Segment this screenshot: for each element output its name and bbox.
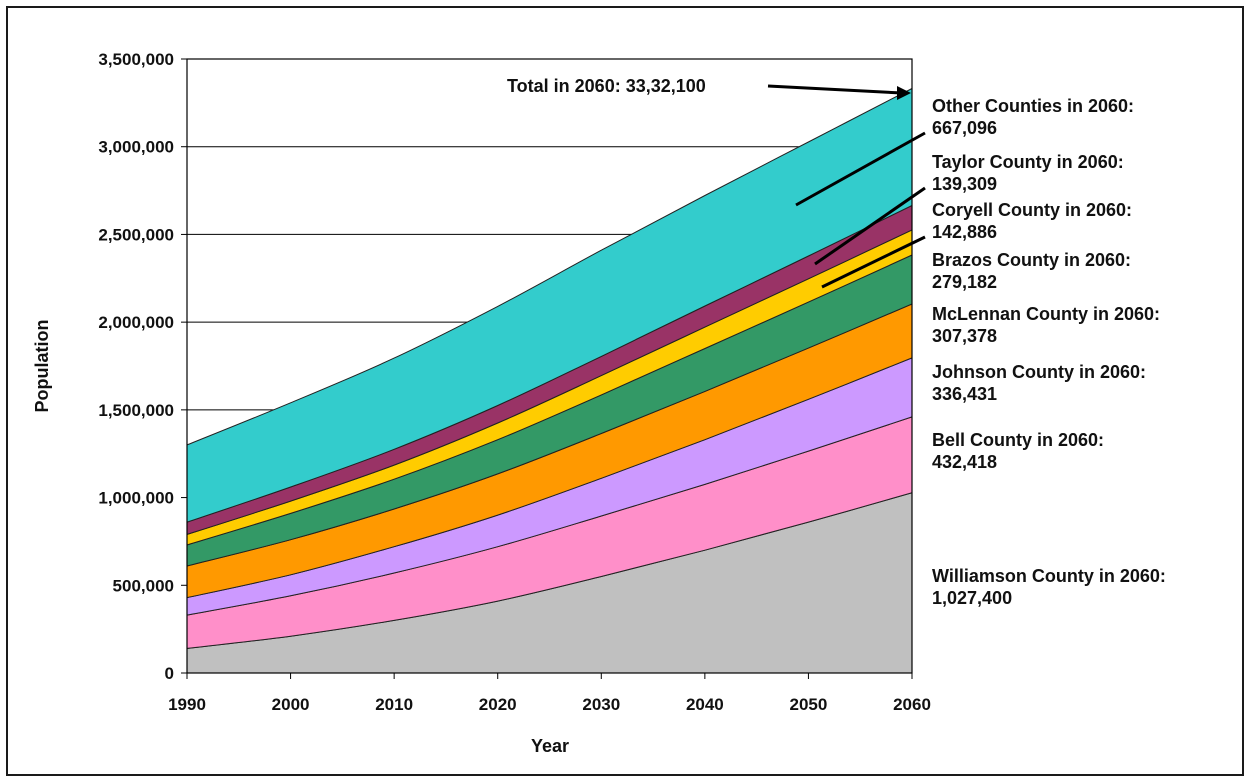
annotation-label: Brazos County in 2060: (932, 250, 1131, 270)
total-arrow-head (897, 86, 911, 100)
x-tick-label: 2020 (479, 695, 517, 714)
axes: 0 500,000 1,000,000 1,500,000 2,000,000 2,500… (98, 50, 931, 714)
x-axis-title: Year (531, 736, 569, 756)
annotation-label: Johnson County in 2060: (932, 362, 1146, 382)
annotation-label: Coryell County in 2060: (932, 200, 1132, 220)
annotation-label: 142,886 (932, 222, 997, 242)
annotation-label: 279,182 (932, 272, 997, 292)
annotation-label: 307,378 (932, 326, 997, 346)
y-tick-label: 2,500,000 (98, 225, 174, 244)
annotation-label: 139,309 (932, 174, 997, 194)
y-tick-label: 1,500,000 (98, 401, 174, 420)
x-tick-label: 2030 (582, 695, 620, 714)
y-tick-label: 2,000,000 (98, 313, 174, 332)
y-tick-label: 0 (165, 664, 174, 683)
x-tick-label: 2010 (375, 695, 413, 714)
annotation-label: Other Counties in 2060: (932, 96, 1134, 116)
x-tick-label: 2000 (272, 695, 310, 714)
y-tick-label: 3,500,000 (98, 50, 174, 69)
annotation-label: Taylor County in 2060: (932, 152, 1124, 172)
total-arrow-line (767, 84, 903, 95)
annotation-label: Williamson County in 2060: (932, 566, 1166, 586)
y-tick-label: 3,000,000 (98, 138, 174, 157)
annotation-label: 667,096 (932, 118, 997, 138)
y-tick-label: 1,000,000 (98, 489, 174, 508)
annotation-label: Total in 2060: 33,32,100 (507, 76, 706, 96)
plot-border (186, 58, 913, 674)
annotation-label: 1,027,400 (932, 588, 1012, 608)
annotations: Total in 2060: 33,32,100 Other Counties i… (507, 76, 1166, 608)
y-axis-title: Population (32, 320, 52, 413)
other-counties-leader (795, 131, 926, 207)
annotation-label: Bell County in 2060: (932, 430, 1104, 450)
x-tick-label: 2050 (790, 695, 828, 714)
y-tick-label: 500,000 (113, 576, 174, 595)
x-tick-label: 1990 (168, 695, 206, 714)
area-series (186, 87, 913, 674)
x-tick-label: 2060 (893, 695, 931, 714)
x-tick-label: 2040 (686, 695, 724, 714)
coryell-leader (821, 235, 926, 289)
taylor-leader (814, 186, 926, 266)
annotation-label: 336,431 (932, 384, 997, 404)
annotation-label: McLennan County in 2060: (932, 304, 1160, 324)
annotation-label: 432,418 (932, 452, 997, 472)
